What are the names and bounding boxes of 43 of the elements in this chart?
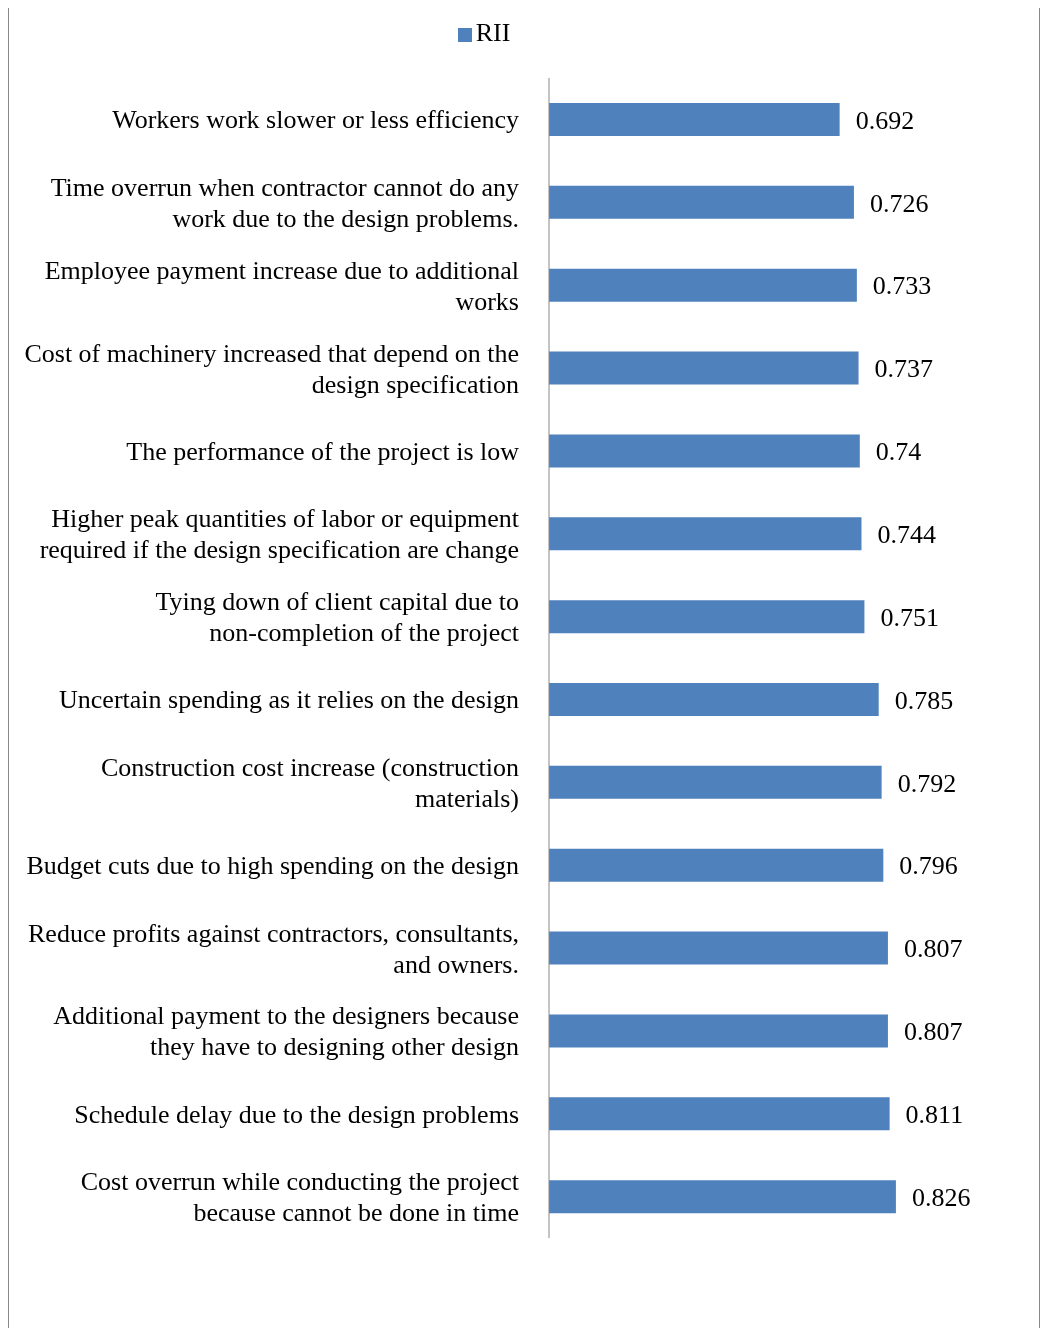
data-label: 0.811 <box>905 1100 964 1130</box>
bar <box>549 1180 896 1214</box>
y-tick-label: Higher peak quantities of labor or equipment required if the design specification are change <box>39 503 520 564</box>
data-label: 0.796 <box>899 851 958 881</box>
data-label: 0.792 <box>897 768 957 798</box>
data-label: 0.74 <box>875 437 922 467</box>
data-label: 0.733 <box>872 271 932 301</box>
bar <box>549 268 857 302</box>
data-label: 0.737 <box>874 354 934 384</box>
bar <box>549 600 865 634</box>
bar <box>549 683 879 716</box>
bar <box>549 434 860 468</box>
y-tick-label: Employee payment increase due to additional works <box>44 255 519 316</box>
bar <box>549 848 884 882</box>
legend-label: RII <box>475 18 511 47</box>
bar <box>549 185 854 219</box>
bar <box>549 103 840 136</box>
data-label: 0.807 <box>903 1017 963 1047</box>
y-tick-label: Budget cuts due to high spending on the design <box>26 850 519 880</box>
data-label: 0.807 <box>903 934 963 964</box>
data-label: 0.751 <box>880 602 939 632</box>
y-tick-label: Additional payment to the designers because they have to designing other design <box>53 1000 519 1061</box>
y-tick-label: Reduce profits against contractors, consultants, and owners. <box>28 918 519 978</box>
y-tick-label: Workers work slower or less efficiency <box>112 104 519 134</box>
y-tick-label: Cost overrun while conducting the project because cannot be done in time <box>80 1166 520 1227</box>
bar <box>549 1097 890 1131</box>
y-tick-label: Construction cost increase (construction materials) <box>100 752 519 813</box>
data-label: 0.744 <box>877 520 936 550</box>
bar <box>549 931 888 965</box>
bar <box>549 765 882 799</box>
y-tick-label: Cost of machinery increased that depend on the design specification <box>24 338 519 398</box>
bar <box>549 351 859 385</box>
y-tick-label: Schedule delay due to the design problems <box>74 1099 519 1129</box>
y-tick-label: Tying down of client capital due to non-completion of the project <box>155 586 520 647</box>
data-label: 0.726 <box>869 188 929 218</box>
data-label: 0.785 <box>894 685 954 715</box>
data-label: 0.826 <box>911 1182 971 1212</box>
y-tick-label: Time overrun when contractor cannot do any work due to the design problems. <box>50 172 519 233</box>
bar <box>549 517 862 551</box>
data-label: 0.692 <box>855 105 915 135</box>
y-tick-label: Uncertain spending as it relies on the design <box>59 684 519 714</box>
y-tick-label: The performance of the project is low <box>126 436 520 466</box>
bar <box>549 1014 888 1048</box>
